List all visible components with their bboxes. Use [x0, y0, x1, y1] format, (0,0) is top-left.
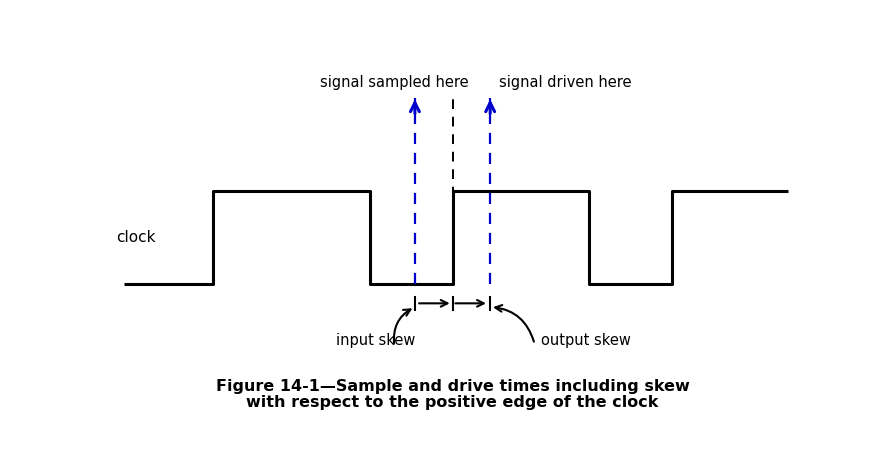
Text: output skew: output skew — [541, 333, 631, 348]
Text: input skew: input skew — [336, 333, 416, 348]
Text: signal driven here: signal driven here — [499, 75, 631, 90]
Text: clock: clock — [116, 230, 155, 245]
Text: signal sampled here: signal sampled here — [320, 75, 469, 90]
Text: Figure 14-1—Sample and drive times including skew: Figure 14-1—Sample and drive times inclu… — [215, 379, 690, 394]
Text: with respect to the positive edge of the clock: with respect to the positive edge of the… — [246, 394, 659, 410]
